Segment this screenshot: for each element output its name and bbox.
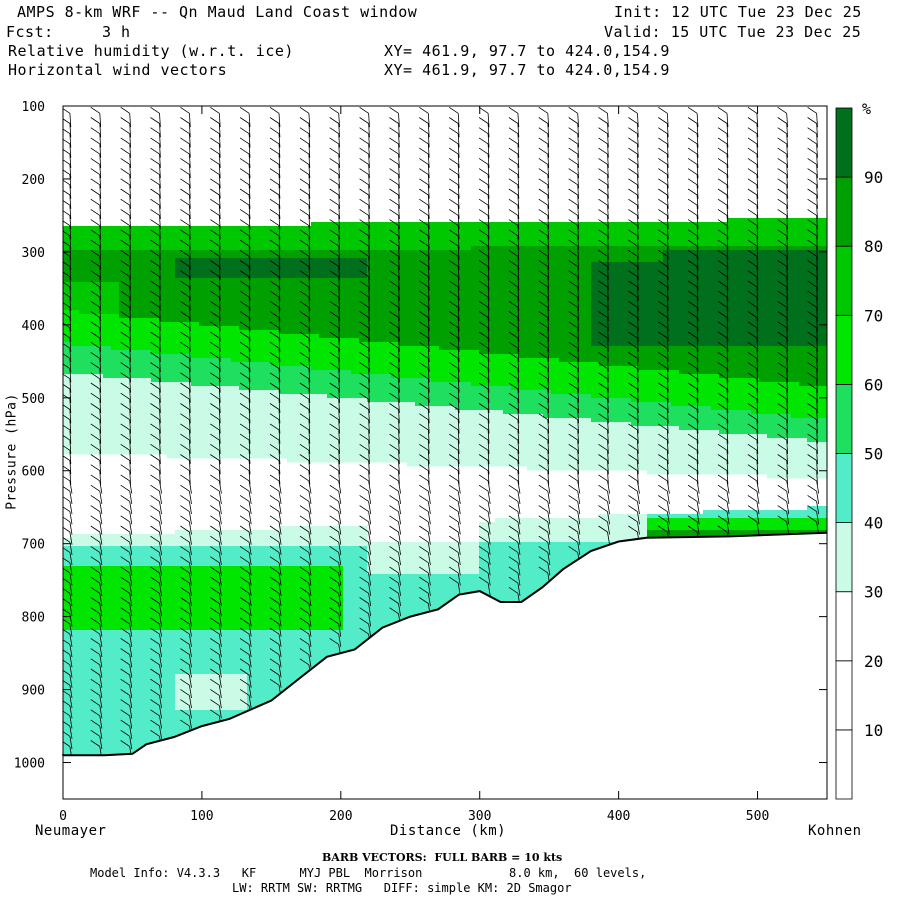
colorbar-segment <box>835 453 853 523</box>
forecast-value: 3 h <box>102 23 131 41</box>
y-tick-label: 700 <box>22 538 45 553</box>
y-tick-label: 900 <box>22 684 45 699</box>
colorbar-tick-label: 60 <box>864 375 883 394</box>
colorbar-segment <box>835 729 853 800</box>
x-axis-label: Distance (km) <box>390 823 507 839</box>
xy-range-1: XY= 461.9, 97.7 to 424.0,154.9 <box>384 42 670 60</box>
terrain-surface-line <box>62 531 828 757</box>
colorbar-tick-label: 30 <box>864 583 883 602</box>
colorbar-tick-label: 50 <box>864 445 883 464</box>
x-start-label: Neumayer <box>35 823 107 839</box>
colorbar-segment <box>835 245 853 316</box>
y-tick-label: 800 <box>22 611 45 626</box>
x-tick-label: 300 <box>468 809 491 824</box>
colorbar-segment <box>835 314 853 385</box>
valid-time: Valid: 15 UTC Tue 23 Dec 25 <box>604 23 862 41</box>
colorbar-tick-label: 40 <box>864 514 883 533</box>
y-tick-label: 300 <box>22 246 45 261</box>
model-info-2: LW: RRTM SW: RRTMG DIFF: simple KM: 2D S… <box>232 881 572 895</box>
colorbar-segment <box>835 176 853 247</box>
colorbar-tick-label: 10 <box>864 721 883 740</box>
y-tick-label: 600 <box>22 465 45 480</box>
y-tick-label: 1000 <box>14 757 45 772</box>
field-name-2: Horizontal wind vectors <box>8 61 228 79</box>
x-tick-label: 100 <box>190 809 213 824</box>
model-info: Model Info: V4.3.3 KF MYJ PBL Morrison 8… <box>90 866 647 880</box>
y-tick-label: 200 <box>22 173 45 188</box>
x-tick-label: 400 <box>607 809 630 824</box>
barb-note: BARB VECTORS: FULL BARB = 10 kts <box>322 851 563 864</box>
colorbar-tick-label: 70 <box>864 306 883 325</box>
init-time: Init: 12 UTC Tue 23 Dec 25 <box>614 3 862 21</box>
colorbar-segment <box>835 107 853 178</box>
plot-frame <box>62 105 828 800</box>
terrain <box>62 531 828 799</box>
forecast-label: Fcst: <box>6 23 54 41</box>
terrain-fill <box>63 532 827 799</box>
colorbar-tick-label: 20 <box>864 652 883 671</box>
y-tick-label: 400 <box>22 319 45 334</box>
axes: 100 200 300 400 500 600 700 800 900 1000 0 100 200 30… <box>14 100 827 824</box>
colorbar-segment <box>835 591 853 662</box>
x-tick-label: 0 <box>59 809 67 824</box>
colorbar-unit: % <box>862 100 872 118</box>
y-tick-label: 500 <box>22 392 45 407</box>
x-end-label: Kohnen <box>808 823 862 839</box>
colorbar-segment <box>835 660 853 731</box>
colorbar-segment <box>835 383 853 454</box>
wind-barbs <box>63 106 820 760</box>
x-tick-label: 200 <box>329 809 352 824</box>
field-name-1: Relative humidity (w.r.t. ice) <box>8 42 294 60</box>
colorbar-tick-label: 90 <box>864 168 883 187</box>
colorbar-segment <box>835 522 853 593</box>
colorbar-tick-label: 80 <box>864 237 883 256</box>
chart-title: AMPS 8-km WRF -- Qn Maud Land Coast wind… <box>17 3 418 21</box>
xy-range-2: XY= 461.9, 97.7 to 424.0,154.9 <box>384 61 670 79</box>
x-tick-label: 500 <box>746 809 769 824</box>
y-axis-label: Pressure (hPa) <box>4 393 20 510</box>
y-tick-label: 100 <box>22 100 45 115</box>
colorbar: 10 20 30 40 50 60 70 80 90 <box>835 107 883 800</box>
